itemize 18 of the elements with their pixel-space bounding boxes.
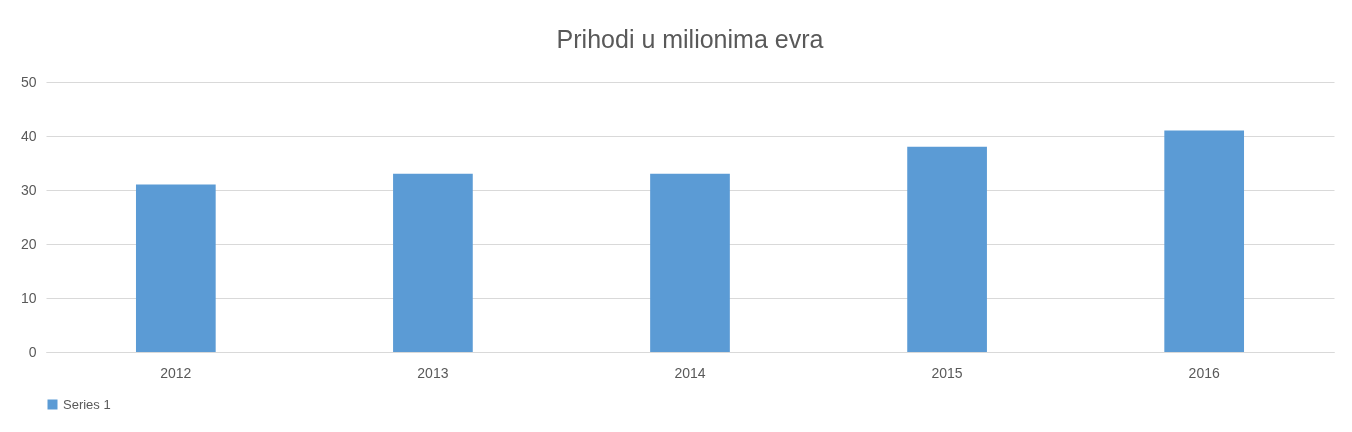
x-tick-label: 2012 bbox=[160, 364, 192, 381]
x-tick-label: 2015 bbox=[931, 364, 963, 381]
chart-title: Prihodi u milionima evra bbox=[556, 25, 824, 53]
bar bbox=[1164, 130, 1245, 352]
bar bbox=[135, 184, 216, 352]
y-tick-label: 20 bbox=[20, 235, 37, 252]
y-tick-label: 40 bbox=[20, 127, 37, 144]
y-tick-label: 30 bbox=[20, 181, 37, 198]
bar bbox=[393, 173, 473, 352]
bar bbox=[650, 173, 730, 352]
bar bbox=[907, 146, 987, 352]
y-tick-label: 0 bbox=[28, 343, 37, 360]
y-tick-label: 50 bbox=[20, 73, 37, 90]
x-tick-label: 2013 bbox=[417, 364, 449, 381]
x-tick-label: 2014 bbox=[674, 364, 706, 381]
x-tick-label: 2016 bbox=[1188, 364, 1220, 381]
y-tick-label: 10 bbox=[20, 289, 37, 306]
legend-label: Series 1 bbox=[63, 396, 111, 412]
